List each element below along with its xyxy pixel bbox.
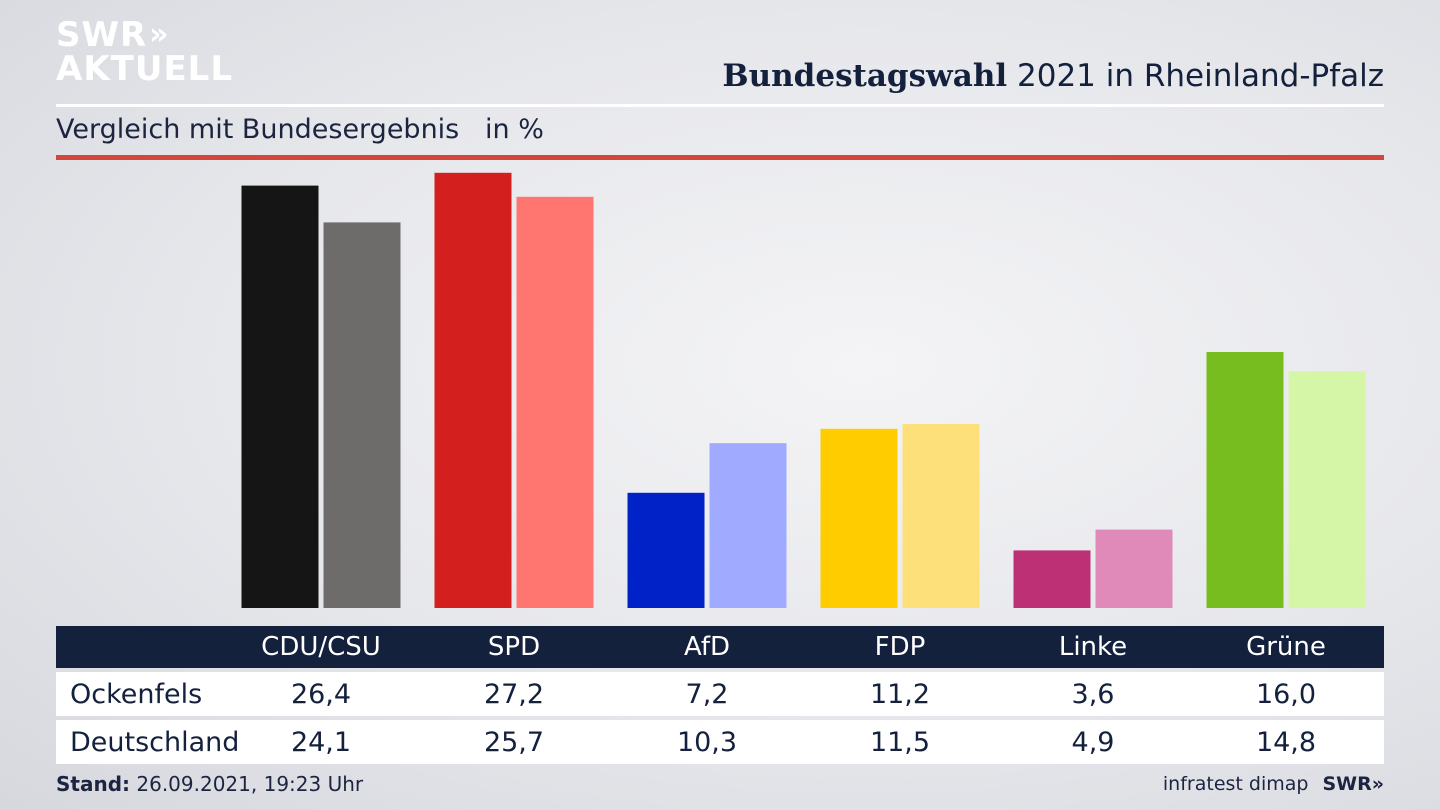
chart-subtitle: Vergleich mit Bundesergebnis in %	[56, 114, 544, 145]
column-header: AfD	[683, 632, 731, 662]
bar-fdp-deutschland	[902, 424, 980, 608]
table-cell: 7,2	[685, 678, 729, 710]
bar-gr-ne-ockenfels	[1206, 352, 1284, 608]
bar-cdu-csu-deutschland	[323, 222, 401, 608]
bar-spd-deutschland	[516, 196, 594, 609]
row-label-ockenfels: Ockenfels	[70, 678, 203, 710]
results-table: CDU/CSU SPD AfD FDP Linke Grüne Ockenfels 26,…	[56, 626, 1384, 764]
bar-cdu-csu-ockenfels	[241, 185, 319, 608]
column-header: Linke	[1058, 632, 1128, 662]
column-header: FDP	[874, 632, 926, 662]
table-cell: 25,7	[483, 726, 545, 758]
title-bold: Bundestagswahl	[722, 58, 1008, 94]
bar-fdp-ockenfels	[820, 428, 898, 608]
logo-aktuell-text: AKTUELL	[56, 49, 234, 89]
bar-afd-ockenfels	[627, 492, 705, 608]
swr-brand: SWR»	[1322, 773, 1384, 795]
table-cell: 4,9	[1071, 726, 1115, 758]
source-label: infratest dimap	[1162, 773, 1309, 795]
table-cell: 14,8	[1255, 726, 1317, 758]
stand-value: 26.09.2021, 19:23 Uhr	[130, 772, 364, 796]
title-rest: 2021 in Rheinland-Pfalz	[1007, 58, 1384, 94]
bar-linke-ockenfels	[1013, 550, 1091, 608]
bar-gr-ne-deutschland	[1288, 371, 1366, 608]
title-divider	[56, 104, 1384, 107]
footer-source: infratest dimap SWR»	[1163, 773, 1384, 795]
table-cell: 3,6	[1071, 678, 1115, 710]
column-header: CDU/CSU	[261, 632, 381, 662]
bar-spd-ockenfels	[434, 172, 512, 609]
table-cell: 26,4	[290, 678, 352, 710]
swr-aktuell-logo: SWR» AKTUELL	[56, 15, 234, 89]
column-header: SPD	[487, 632, 541, 662]
table-row: Deutschland 24,1 25,7 10,3 11,5 4,9 14,8	[56, 720, 1384, 764]
table-cell: 10,3	[676, 726, 738, 758]
row-label-deutschland: Deutschland	[70, 726, 240, 758]
table-cell: 16,0	[1255, 678, 1317, 710]
column-header: Grüne	[1246, 632, 1326, 662]
logo-swr-text: SWR	[56, 15, 148, 55]
table-cell: 11,2	[869, 678, 931, 710]
bar-afd-deutschland	[709, 443, 787, 608]
table-cell: 11,5	[869, 726, 931, 758]
logo-chevron-icon: »	[149, 17, 169, 52]
timestamp: Stand: 26.09.2021, 19:23 Uhr	[56, 772, 363, 796]
stand-label: Stand:	[56, 772, 131, 796]
table-row: Ockenfels 26,4 27,2 7,2 11,2 3,6 16,0	[56, 672, 1384, 716]
bar-linke-deutschland	[1095, 529, 1173, 608]
table-header-row: CDU/CSU SPD AfD FDP Linke Grüne	[56, 626, 1384, 668]
table-cell: 24,1	[290, 726, 352, 758]
table-cell: 27,2	[483, 678, 545, 710]
accent-divider	[56, 155, 1384, 160]
page-title: Bundestagswahl 2021 in Rheinland-Pfalz	[722, 58, 1384, 94]
